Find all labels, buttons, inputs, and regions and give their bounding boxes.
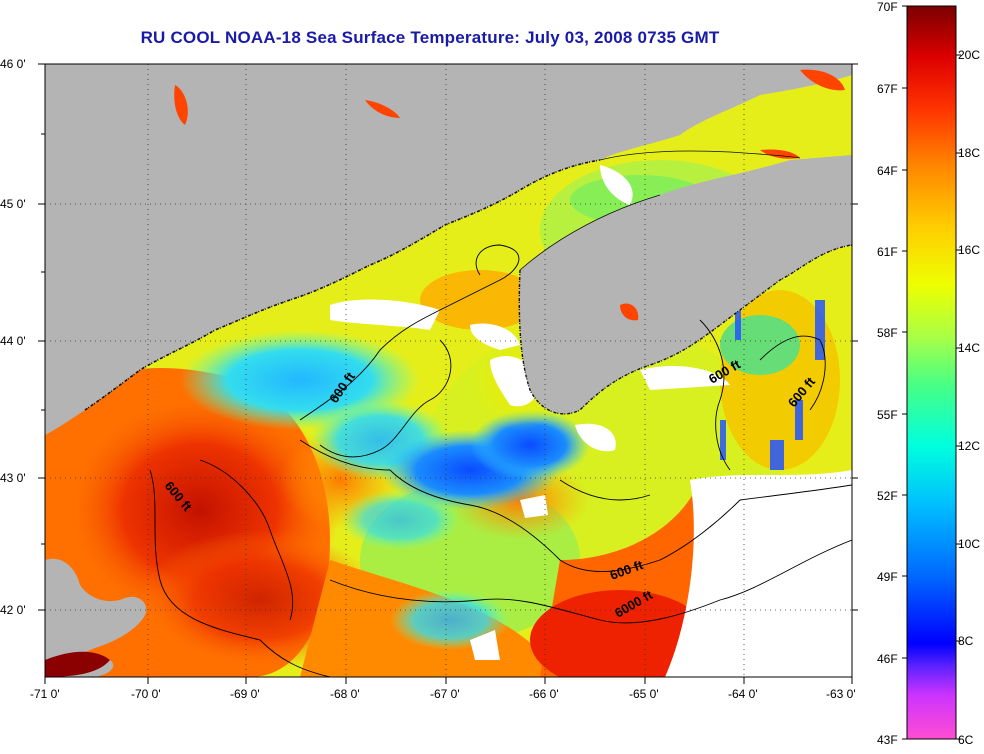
- lat-label-42: 42 0': [0, 603, 26, 617]
- map-frame: [44, 63, 853, 678]
- east-speckles: [720, 300, 825, 470]
- cbar-f-43: 43F: [877, 733, 898, 747]
- cbar-f-55: 55F: [877, 408, 898, 422]
- longitude-labels: -71 0' -70 0' -69 0' -68 0' -67 0' -66 0…: [30, 687, 856, 701]
- lat-label-46: 46 0': [0, 57, 26, 71]
- cbar-c-14: 14C: [958, 341, 981, 355]
- cbar-c-6: 6C: [958, 733, 974, 747]
- colorbar: [906, 5, 957, 740]
- cbar-f-46: 46F: [877, 652, 898, 666]
- cbar-f-67: 67F: [877, 82, 898, 96]
- cbar-f-49: 49F: [877, 570, 898, 584]
- cbar-f-52: 52F: [877, 489, 898, 503]
- cbar-c-10: 10C: [958, 537, 981, 551]
- cbar-c-18: 18C: [958, 146, 981, 160]
- cbar-c-20: 20C: [958, 48, 981, 62]
- lon-label-63: -63 0': [826, 687, 856, 701]
- map-title: RU COOL NOAA-18 Sea Surface Temperature:…: [140, 28, 720, 47]
- lon-label-69: -69 0': [230, 687, 260, 701]
- cbar-f-58: 58F: [877, 326, 898, 340]
- lon-label-71: -71 0': [30, 687, 60, 701]
- colorbar-ticks: [902, 5, 961, 740]
- lat-label-44: 44 0': [0, 334, 26, 348]
- lat-label-45: 45 0': [0, 197, 26, 211]
- depth-contours: [149, 244, 852, 677]
- lon-label-67: -67 0': [430, 687, 460, 701]
- cbar-f-61: 61F: [877, 245, 898, 259]
- lon-label-65: -65 0': [629, 687, 659, 701]
- cbar-c-16: 16C: [958, 243, 981, 257]
- cbar-f-70: 70F: [877, 0, 898, 14]
- lon-label-68: -68 0': [330, 687, 360, 701]
- lon-label-70: -70 0': [131, 687, 161, 701]
- latitude-labels: 46 0' 45 0' 44 0' 43 0' 42 0': [0, 57, 26, 617]
- grid: [45, 64, 852, 677]
- cbar-c-12: 12C: [958, 439, 981, 453]
- lon-label-66: -66 0': [529, 687, 559, 701]
- cbar-c-8: 8C: [958, 634, 974, 648]
- cbar-f-64: 64F: [877, 164, 898, 178]
- lon-label-64: -64 0': [728, 687, 758, 701]
- tick-marks: [38, 63, 858, 684]
- lat-label-43: 43 0': [0, 471, 26, 485]
